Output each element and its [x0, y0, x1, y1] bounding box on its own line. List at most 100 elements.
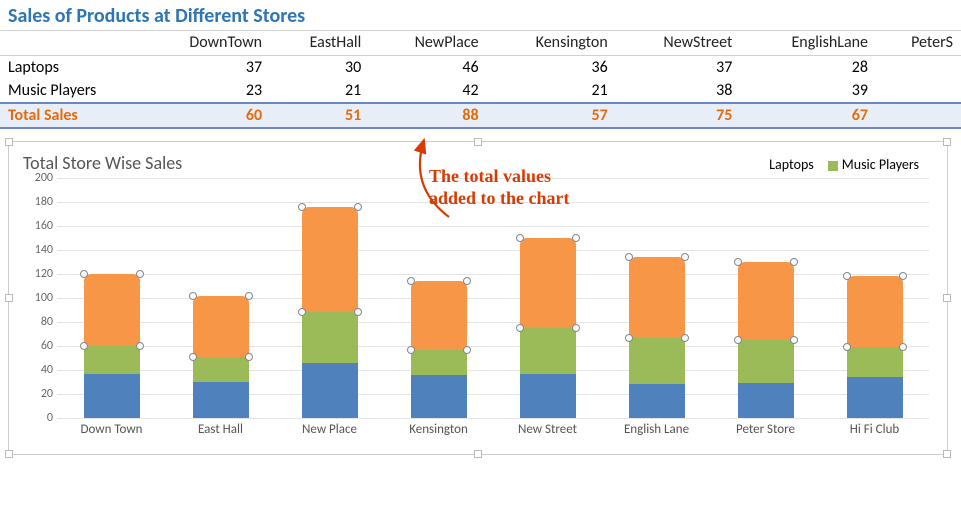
chart-legend: Laptops Music Players [769, 156, 919, 173]
bar-segment-laptops[interactable] [629, 384, 685, 418]
bar-segment-music-players[interactable] [302, 312, 358, 362]
plot-area: 020406080100120140160180200 Down TownEas… [57, 178, 929, 448]
data-point-handle-icon[interactable] [572, 324, 580, 332]
data-point-handle-icon[interactable] [899, 343, 907, 351]
data-point-handle-icon[interactable] [136, 342, 144, 350]
chart-resize-handle-icon[interactable] [943, 138, 951, 146]
gridline [57, 418, 929, 419]
chart-resize-handle-icon[interactable] [5, 294, 13, 302]
data-point-handle-icon[interactable] [734, 258, 742, 266]
data-point-handle-icon[interactable] [681, 253, 689, 261]
data-point-handle-icon[interactable] [407, 277, 415, 285]
data-point-handle-icon[interactable] [354, 203, 362, 211]
data-point-handle-icon[interactable] [734, 336, 742, 344]
bar-segment-total-sales[interactable] [629, 257, 685, 337]
col-header: DownTown [140, 31, 270, 55]
cell: 39 [740, 79, 876, 103]
bar-segment-laptops[interactable] [84, 374, 140, 418]
data-point-handle-icon[interactable] [80, 342, 88, 350]
cell: 37 [140, 55, 270, 79]
data-point-handle-icon[interactable] [625, 253, 633, 261]
bar-segment-music-players[interactable] [738, 340, 794, 383]
page-title: Sales of Products at Different Stores [0, 0, 961, 31]
bar-segment-music-players[interactable] [411, 350, 467, 375]
bar-segment-music-players[interactable] [84, 346, 140, 374]
data-point-handle-icon[interactable] [843, 343, 851, 351]
data-point-handle-icon[interactable] [516, 324, 524, 332]
data-point-handle-icon[interactable] [899, 272, 907, 280]
cell: 30 [270, 55, 369, 79]
y-tick-label: 100 [23, 291, 53, 305]
x-axis-labels: Down TownEast HallNew PlaceKensingtonNew… [57, 422, 929, 437]
x-tick-label: Hi Fi Club [820, 422, 929, 437]
bar-group[interactable] [57, 274, 166, 418]
bar-group[interactable] [275, 207, 384, 418]
total-cell: 51 [270, 103, 369, 128]
x-tick-label: Kensington [384, 422, 493, 437]
bar-segment-laptops[interactable] [847, 377, 903, 418]
data-point-handle-icon[interactable] [843, 272, 851, 280]
chart-resize-handle-icon[interactable] [5, 450, 13, 458]
cell: 46 [369, 55, 486, 79]
bar-segment-laptops[interactable] [738, 383, 794, 418]
bar-segment-total-sales[interactable] [847, 276, 903, 347]
chart-resize-handle-icon[interactable] [943, 294, 951, 302]
data-point-handle-icon[interactable] [189, 353, 197, 361]
data-point-handle-icon[interactable] [136, 270, 144, 278]
x-tick-label: East Hall [166, 422, 275, 437]
data-point-handle-icon[interactable] [298, 203, 306, 211]
chart-resize-handle-icon[interactable] [943, 450, 951, 458]
bar-segment-laptops[interactable] [411, 375, 467, 418]
y-tick-label: 120 [23, 267, 53, 281]
data-point-handle-icon[interactable] [463, 346, 471, 354]
bar-segment-laptops[interactable] [193, 382, 249, 418]
bar-segment-music-players[interactable] [520, 328, 576, 374]
data-point-handle-icon[interactable] [463, 277, 471, 285]
table-row: Music Players 23 21 42 21 38 39 [0, 79, 961, 103]
bar-segment-total-sales[interactable] [193, 296, 249, 357]
bar-segment-total-sales[interactable] [520, 238, 576, 328]
data-point-handle-icon[interactable] [80, 270, 88, 278]
data-point-handle-icon[interactable] [516, 234, 524, 242]
bar-segment-total-sales[interactable] [411, 281, 467, 349]
bar-segment-music-players[interactable] [193, 357, 249, 382]
bar-segment-total-sales[interactable] [84, 274, 140, 346]
data-point-handle-icon[interactable] [625, 334, 633, 342]
data-point-handle-icon[interactable] [298, 308, 306, 316]
bar-segment-music-players[interactable] [629, 338, 685, 385]
bar-group[interactable] [820, 276, 929, 418]
chart-container[interactable]: Total Store Wise Sales Laptops Music Pla… [8, 141, 948, 455]
bar-segment-music-players[interactable] [847, 347, 903, 377]
bar-group[interactable] [166, 296, 275, 418]
chart-resize-handle-icon[interactable] [474, 138, 482, 146]
y-tick-label: 20 [23, 387, 53, 401]
bar-group[interactable] [602, 257, 711, 418]
y-tick-label: 80 [23, 315, 53, 329]
bar-group[interactable] [384, 281, 493, 418]
legend-swatch-icon [828, 161, 838, 171]
data-point-handle-icon[interactable] [245, 353, 253, 361]
data-point-handle-icon[interactable] [572, 234, 580, 242]
data-point-handle-icon[interactable] [189, 292, 197, 300]
data-point-handle-icon[interactable] [407, 346, 415, 354]
chart-resize-handle-icon[interactable] [5, 138, 13, 146]
bar-segment-total-sales[interactable] [302, 207, 358, 313]
bar-segment-laptops[interactable] [520, 374, 576, 418]
chart-resize-handle-icon[interactable] [474, 450, 482, 458]
legend-label: Music Players [842, 156, 919, 173]
cell: 42 [369, 79, 486, 103]
bar-group[interactable] [711, 262, 820, 418]
bar-group[interactable] [493, 238, 602, 418]
data-point-handle-icon[interactable] [790, 336, 798, 344]
bar-segment-total-sales[interactable] [738, 262, 794, 340]
data-point-handle-icon[interactable] [790, 258, 798, 266]
bar-segment-laptops[interactable] [302, 363, 358, 418]
table-total-row[interactable]: Total Sales 60 51 88 57 75 67 [0, 103, 961, 128]
legend-item: Laptops [769, 156, 814, 173]
y-tick-label: 60 [23, 339, 53, 353]
data-point-handle-icon[interactable] [354, 308, 362, 316]
data-point-handle-icon[interactable] [245, 292, 253, 300]
data-point-handle-icon[interactable] [681, 334, 689, 342]
cell: 38 [616, 79, 741, 103]
cell: 37 [616, 55, 741, 79]
